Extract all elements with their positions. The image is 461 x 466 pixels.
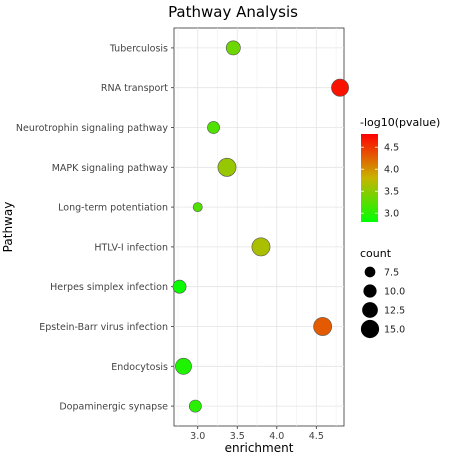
color-legend-label: 4.0 xyxy=(384,165,399,176)
data-point xyxy=(172,279,187,294)
x-tick-label: 4.5 xyxy=(309,431,324,442)
data-point xyxy=(313,317,333,336)
y-axis: Tuberculosis RNA transport Neurotrophin si… xyxy=(16,43,174,413)
data-point xyxy=(251,237,271,257)
size-legend-symbol xyxy=(364,266,376,278)
color-legend-label: 3.5 xyxy=(384,187,399,198)
data-point xyxy=(217,157,237,177)
size-legend-symbol xyxy=(363,284,377,298)
y-tick-label: Herpes simplex infection xyxy=(50,282,168,293)
size-legend-label: 15.0 xyxy=(384,325,405,336)
size-legend-title: count xyxy=(360,247,392,260)
y-tick-label: Neurotrophin signaling pathway xyxy=(16,123,168,134)
data-point xyxy=(207,121,220,134)
y-tick-label: MAPK signaling pathway xyxy=(52,163,169,174)
data-point xyxy=(175,357,192,375)
y-tick-label: Dopaminergic synapse xyxy=(59,402,168,413)
data-point xyxy=(192,202,203,212)
y-tick-label: Endocytosis xyxy=(111,362,168,373)
y-tick-label: Epstein-Barr virus infection xyxy=(39,322,168,333)
x-tick-label: 3.0 xyxy=(190,431,205,442)
size-legend-symbol xyxy=(362,302,378,318)
size-legend-label: 12.5 xyxy=(384,306,405,317)
color-legend-bar xyxy=(361,134,378,222)
plot-panel xyxy=(173,27,345,427)
x-tick-label: 3.5 xyxy=(230,431,245,442)
y-axis-label: Pathway xyxy=(1,202,15,253)
chart-title: Pathway Analysis xyxy=(168,3,298,21)
color-legend: -log10(pvalue) 3.0 3.5 4.0 4.5 xyxy=(360,116,440,222)
y-tick-label: Tuberculosis xyxy=(109,43,168,54)
size-legend: count 7.5 10.0 12.5 15.0 xyxy=(360,247,405,339)
data-point xyxy=(331,78,349,97)
data-point xyxy=(188,399,202,413)
x-axis: 3.0 3.5 4.0 4.5 xyxy=(190,426,324,442)
x-axis-label: enrichment xyxy=(225,441,294,455)
x-tick-label: 4.0 xyxy=(269,431,284,442)
color-legend-label: 4.5 xyxy=(384,143,399,154)
data-point xyxy=(225,40,241,56)
size-legend-label: 10.0 xyxy=(384,287,405,298)
y-tick-label: Long-term potentiation xyxy=(58,203,168,214)
size-legend-label: 7.5 xyxy=(384,268,399,279)
color-legend-label: 3.0 xyxy=(384,209,399,220)
color-legend-title: -log10(pvalue) xyxy=(360,116,440,129)
data-points xyxy=(172,40,349,413)
y-tick-label: HTLV-I infection xyxy=(94,242,168,253)
size-legend-symbol xyxy=(360,319,380,339)
y-tick-label: RNA transport xyxy=(101,83,168,94)
